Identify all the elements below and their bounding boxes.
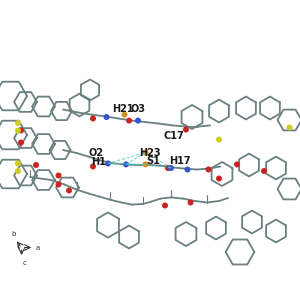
Circle shape xyxy=(188,200,194,206)
Circle shape xyxy=(33,162,39,168)
Circle shape xyxy=(216,136,222,142)
Circle shape xyxy=(123,161,129,167)
Circle shape xyxy=(168,165,174,171)
Circle shape xyxy=(286,124,292,130)
Circle shape xyxy=(234,161,240,167)
Circle shape xyxy=(56,182,62,188)
Circle shape xyxy=(15,120,21,126)
Circle shape xyxy=(90,164,96,169)
Text: H21: H21 xyxy=(112,103,134,114)
Circle shape xyxy=(15,160,21,166)
Circle shape xyxy=(56,172,62,178)
Circle shape xyxy=(162,202,168,208)
Text: b: b xyxy=(11,231,15,237)
Circle shape xyxy=(90,116,96,122)
Circle shape xyxy=(105,160,111,166)
Circle shape xyxy=(18,128,24,134)
Text: o: o xyxy=(16,244,20,249)
Text: H23: H23 xyxy=(139,148,161,158)
Circle shape xyxy=(15,128,21,134)
Text: O3: O3 xyxy=(130,103,146,114)
Circle shape xyxy=(142,161,148,167)
Circle shape xyxy=(183,127,189,133)
Circle shape xyxy=(15,168,21,174)
Circle shape xyxy=(142,149,148,155)
Circle shape xyxy=(206,167,212,172)
Circle shape xyxy=(216,176,222,182)
Text: C17: C17 xyxy=(164,130,184,141)
Circle shape xyxy=(165,165,171,171)
Text: a: a xyxy=(36,244,40,250)
Circle shape xyxy=(261,168,267,174)
Circle shape xyxy=(66,188,72,194)
Circle shape xyxy=(135,118,141,124)
Text: H1: H1 xyxy=(92,157,106,167)
Text: c: c xyxy=(23,260,27,266)
Circle shape xyxy=(122,112,128,118)
Text: O2: O2 xyxy=(89,148,104,158)
Circle shape xyxy=(184,167,190,172)
Text: S1: S1 xyxy=(146,156,160,167)
Text: H17: H17 xyxy=(169,156,191,167)
Circle shape xyxy=(18,140,24,146)
Circle shape xyxy=(103,114,109,120)
Circle shape xyxy=(126,118,132,124)
